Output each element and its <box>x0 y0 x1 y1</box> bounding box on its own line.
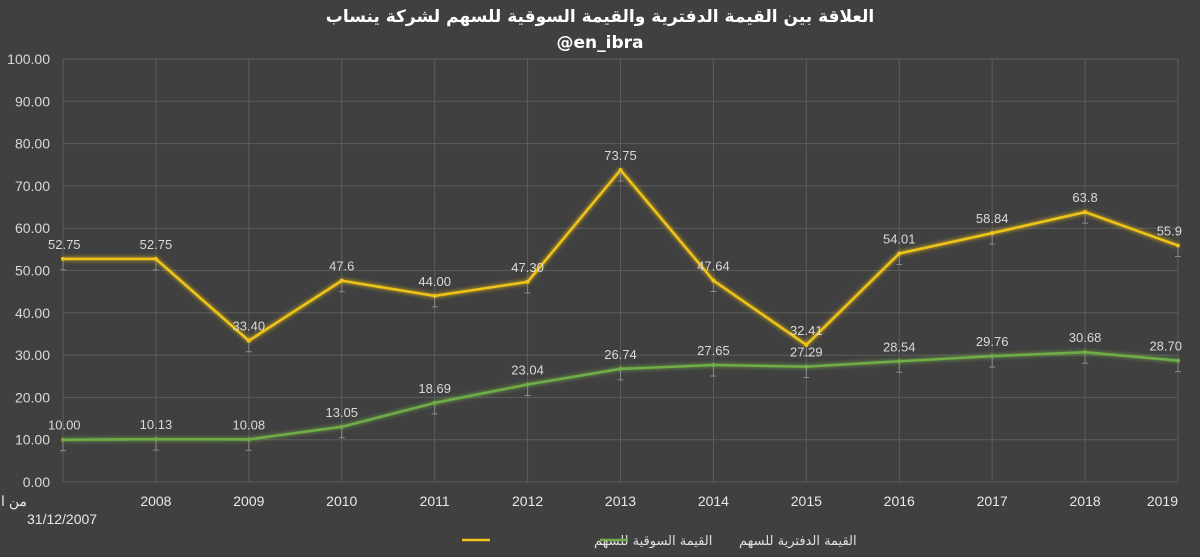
data-label: 52.75 <box>48 237 81 252</box>
y-tick-label: 90.00 <box>15 93 50 109</box>
x-tick-label: 2010 <box>326 493 357 509</box>
legend-label-2: القيمة الدفترية للسهم <box>739 534 857 549</box>
data-point <box>990 231 995 236</box>
data-point <box>432 293 437 298</box>
data-label: 47.64 <box>697 258 730 273</box>
x-tick-label: 2017 <box>977 493 1008 509</box>
data-label: 33.40 <box>233 319 266 334</box>
legend-label-1: القيمة السوقية للسهم <box>594 534 712 549</box>
data-point <box>246 338 251 343</box>
data-point <box>153 437 158 442</box>
x-tick-label: 2013 <box>605 493 636 509</box>
x-tick-label: 2009 <box>233 493 264 509</box>
data-label: 29.76 <box>976 334 1009 349</box>
data-label: 23.04 <box>511 363 544 378</box>
grid <box>62 58 1179 483</box>
y-tick-label: 70.00 <box>15 178 50 194</box>
data-point <box>897 251 902 256</box>
data-point <box>525 279 530 284</box>
x-tick-label: 31/12/2007 <box>27 511 97 527</box>
data-point <box>711 363 716 368</box>
x-tick-label: 2016 <box>884 493 915 509</box>
data-label: 10.08 <box>233 417 266 432</box>
x-tick-label: 2012 <box>512 493 543 509</box>
data-label: 18.69 <box>418 381 451 396</box>
y-tick-label: 60.00 <box>15 220 50 236</box>
y-tick-label: 80.00 <box>15 136 50 152</box>
data-label: 32.41 <box>790 323 823 338</box>
data-label: 52.75 <box>140 237 173 252</box>
data-point <box>618 168 623 173</box>
data-point <box>525 382 530 387</box>
chart-title: العلاقة بين القيمة الدفترية والقيمة السو… <box>326 7 875 27</box>
data-label: 44.00 <box>418 274 451 289</box>
data-label: 47.30 <box>511 260 544 275</box>
x-tick-label: 2018 <box>1070 493 1101 509</box>
y-tick-label: 0.00 <box>23 474 50 490</box>
x-tick-label: 2011 <box>420 493 450 509</box>
data-point <box>618 366 623 371</box>
series-group <box>60 168 1181 452</box>
data-label: 10.00 <box>48 418 81 433</box>
y-axis: 0.00 10.00 20.00 30.00 40.00 50.00 60.00 70.00 8… <box>7 51 50 490</box>
chart-subtitle: @en_ibra <box>557 33 644 53</box>
data-point <box>711 278 716 283</box>
data-label: 28.70 <box>1149 339 1182 354</box>
data-point <box>61 256 65 261</box>
data-point <box>1083 210 1088 215</box>
data-label: 47.6 <box>329 259 354 274</box>
y-tick-label: 40.00 <box>15 305 50 321</box>
data-point <box>1176 243 1180 248</box>
data-point <box>61 437 65 442</box>
legend: القيمة السوقية للسهم القيمة الدفترية للسه… <box>462 534 857 549</box>
y-tick-label: 50.00 <box>15 263 50 279</box>
y-tick-label: 30.00 <box>15 347 50 363</box>
data-point <box>804 342 809 347</box>
data-label: 55.9 <box>1157 224 1182 239</box>
data-label: 13.05 <box>325 405 358 420</box>
data-label: 54.01 <box>883 232 916 247</box>
data-point <box>897 359 902 364</box>
y-tick-label: 10.00 <box>15 432 50 448</box>
x-tick-label: من التأسيس إلى <box>0 491 27 510</box>
x-axis: من التأسيس إلى31/12/2007 2008 2009 2010 2011… <box>0 491 1178 527</box>
data-labels: 52.75 52.75 33.40 47.6 44.00 47.30 73.75 47.64 3… <box>48 148 1182 433</box>
data-point <box>153 256 158 261</box>
data-point <box>339 278 344 283</box>
data-point <box>1083 350 1088 355</box>
data-point <box>804 364 809 369</box>
data-label: 73.75 <box>604 148 637 163</box>
data-label: 58.84 <box>976 211 1009 226</box>
data-label: 10.13 <box>140 417 173 432</box>
data-point <box>246 437 251 442</box>
data-point <box>432 400 437 405</box>
x-tick-label: 2014 <box>698 493 729 509</box>
data-point <box>990 354 995 359</box>
data-label: 28.54 <box>883 339 916 354</box>
x-tick-label: 2015 <box>791 493 822 509</box>
x-tick-label: 2008 <box>140 493 171 509</box>
data-label: 27.65 <box>697 343 730 358</box>
y-tick-label: 20.00 <box>15 389 50 405</box>
data-label: 30.68 <box>1069 330 1102 345</box>
data-label: 27.29 <box>790 345 823 360</box>
data-label: 63.8 <box>1072 190 1097 205</box>
data-point <box>339 424 344 429</box>
data-label: 26.74 <box>604 347 637 362</box>
x-tick-label: 2019 <box>1147 493 1178 509</box>
y-tick-label: 100.00 <box>7 51 50 67</box>
data-point <box>1176 358 1180 363</box>
